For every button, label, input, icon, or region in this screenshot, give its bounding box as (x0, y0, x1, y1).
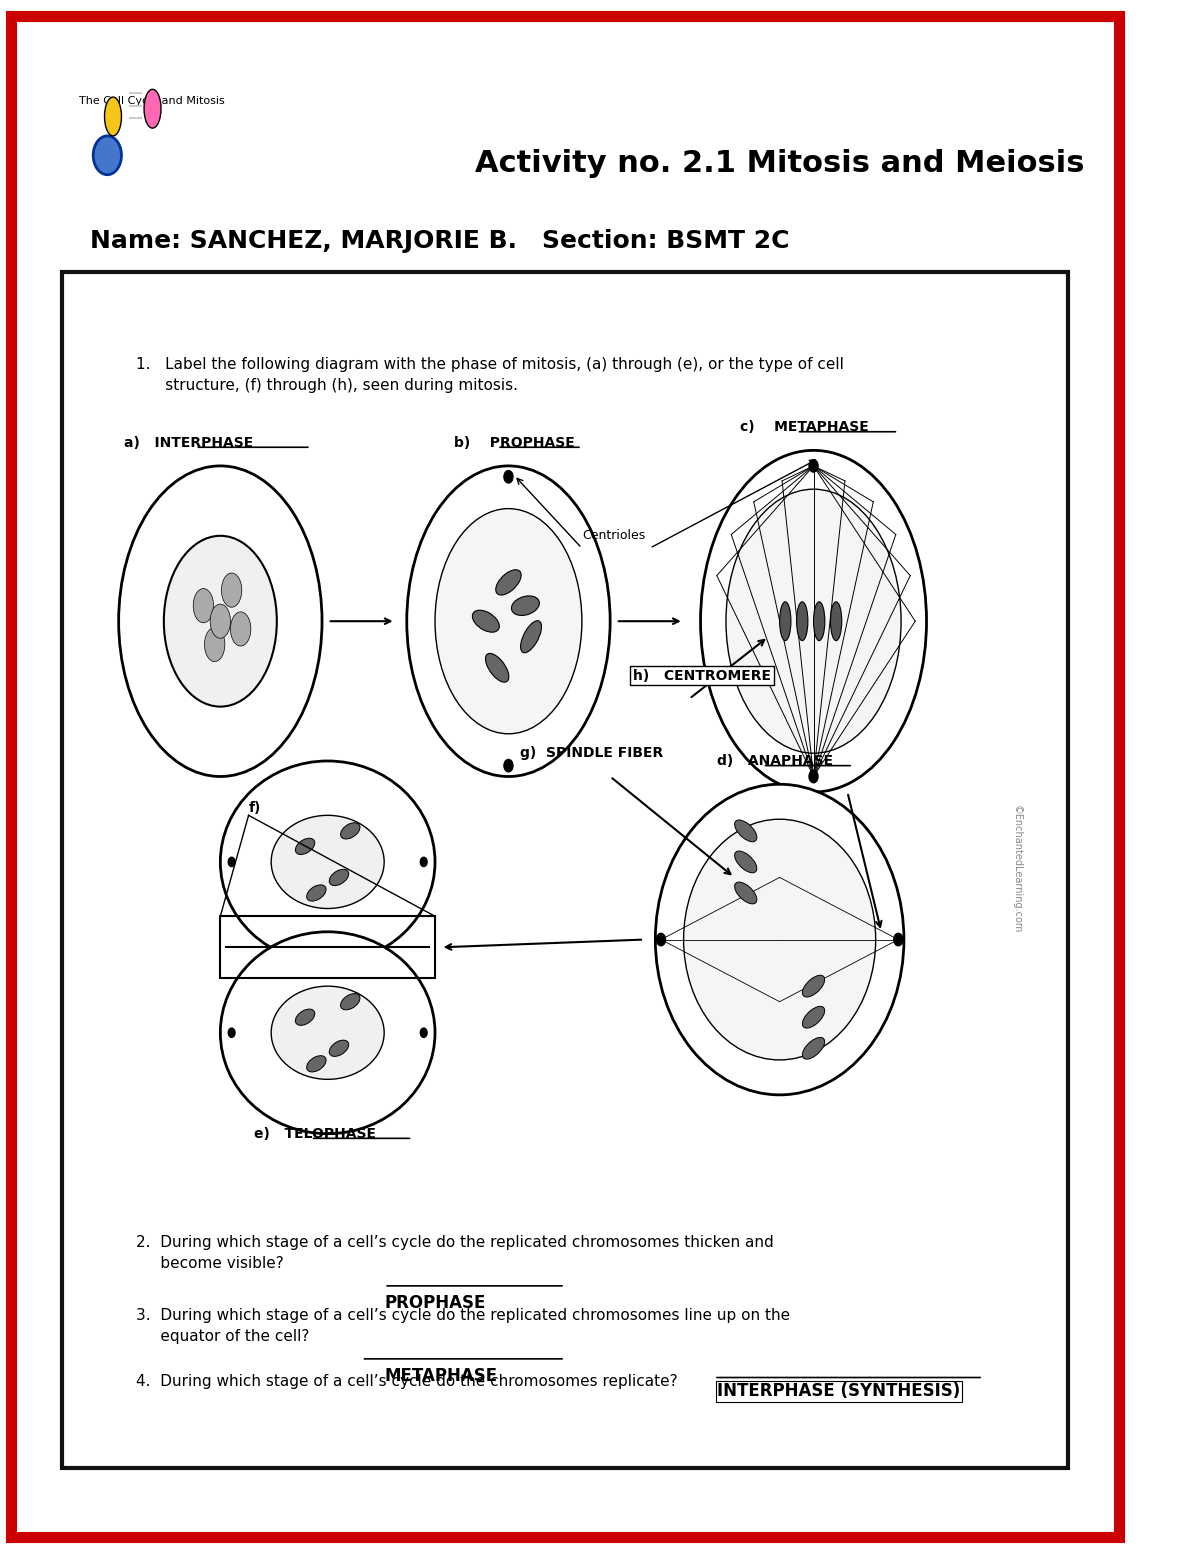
Text: Activity no. 2.1 Mitosis and Meiosis: Activity no. 2.1 Mitosis and Meiosis (474, 149, 1084, 177)
Ellipse shape (341, 823, 360, 839)
Text: ©EnchantedLearning.com: ©EnchantedLearning.com (1012, 806, 1022, 933)
Ellipse shape (809, 770, 818, 783)
Ellipse shape (496, 570, 521, 595)
Ellipse shape (329, 1041, 349, 1056)
Bar (62, 272, 1068, 1468)
Ellipse shape (473, 610, 499, 632)
Ellipse shape (436, 509, 582, 735)
Text: g)  SPINDLE FIBER: g) SPINDLE FIBER (520, 745, 664, 761)
Ellipse shape (221, 761, 436, 963)
Text: Name: SANCHEZ, MARJORIE B.: Name: SANCHEZ, MARJORIE B. (90, 228, 517, 253)
Ellipse shape (734, 851, 757, 873)
Text: Centrioles: Centrioles (582, 530, 646, 542)
Text: METAPHASE: METAPHASE (384, 1367, 497, 1385)
Ellipse shape (814, 601, 824, 641)
Ellipse shape (144, 90, 161, 129)
Ellipse shape (420, 857, 427, 867)
Text: INTERPHASE (SYNTHESIS): INTERPHASE (SYNTHESIS) (718, 1382, 961, 1401)
Ellipse shape (504, 471, 512, 483)
Bar (221, 916, 436, 978)
Ellipse shape (830, 601, 841, 641)
Ellipse shape (420, 1028, 427, 1037)
Ellipse shape (701, 450, 926, 792)
Text: Section: BSMT 2C: Section: BSMT 2C (542, 228, 790, 253)
Text: PROPHASE: PROPHASE (384, 1294, 486, 1312)
Text: 2.  During which stage of a cell’s cycle do the replicated chromosomes thicken a: 2. During which stage of a cell’s cycle … (136, 1235, 773, 1270)
Text: b)    PROPHASE: b) PROPHASE (455, 435, 575, 450)
Ellipse shape (295, 1009, 314, 1025)
Ellipse shape (104, 96, 121, 135)
Ellipse shape (228, 857, 235, 867)
Ellipse shape (504, 759, 512, 772)
Ellipse shape (656, 933, 666, 946)
Ellipse shape (307, 1056, 326, 1072)
Ellipse shape (894, 933, 902, 946)
Ellipse shape (511, 596, 539, 615)
Ellipse shape (222, 573, 241, 607)
Ellipse shape (94, 137, 121, 174)
Ellipse shape (193, 589, 214, 623)
Ellipse shape (271, 986, 384, 1079)
Ellipse shape (655, 784, 904, 1095)
Ellipse shape (803, 1006, 824, 1028)
Text: d)   ANAPHASE: d) ANAPHASE (718, 753, 834, 769)
Ellipse shape (809, 460, 818, 472)
Ellipse shape (221, 932, 436, 1134)
Text: a)   INTERPHASE: a) INTERPHASE (125, 435, 253, 450)
Text: 4.  During which stage of a cell’s cycle do the chromosomes replicate?: 4. During which stage of a cell’s cycle … (136, 1374, 677, 1390)
Ellipse shape (119, 466, 322, 776)
Ellipse shape (803, 1037, 824, 1059)
Text: 1.   Label the following diagram with the phase of mitosis, (a) through (e), or : 1. Label the following diagram with the … (136, 357, 844, 393)
Ellipse shape (684, 820, 876, 1059)
Ellipse shape (407, 466, 610, 776)
Ellipse shape (780, 601, 791, 641)
Ellipse shape (210, 604, 230, 638)
Text: 3.  During which stage of a cell’s cycle do the replicated chromosomes line up o: 3. During which stage of a cell’s cycle … (136, 1308, 790, 1343)
Ellipse shape (734, 820, 757, 842)
Ellipse shape (204, 627, 224, 662)
Ellipse shape (341, 994, 360, 1009)
Ellipse shape (164, 536, 277, 707)
Ellipse shape (230, 612, 251, 646)
Ellipse shape (486, 654, 509, 682)
Text: f): f) (248, 800, 260, 815)
Ellipse shape (726, 489, 901, 753)
Text: e)   TELOPHASE: e) TELOPHASE (254, 1126, 377, 1141)
Ellipse shape (228, 1028, 235, 1037)
Ellipse shape (734, 882, 757, 904)
Text: c)    METAPHASE: c) METAPHASE (740, 419, 869, 435)
Ellipse shape (797, 601, 808, 641)
Ellipse shape (521, 621, 541, 652)
Ellipse shape (307, 885, 326, 901)
Ellipse shape (329, 870, 349, 885)
Text: The Cell Cycle and Mitosis: The Cell Cycle and Mitosis (79, 96, 224, 106)
Ellipse shape (271, 815, 384, 909)
Text: h)   CENTROMERE: h) CENTROMERE (632, 668, 770, 683)
Ellipse shape (803, 975, 824, 997)
Ellipse shape (295, 839, 314, 854)
